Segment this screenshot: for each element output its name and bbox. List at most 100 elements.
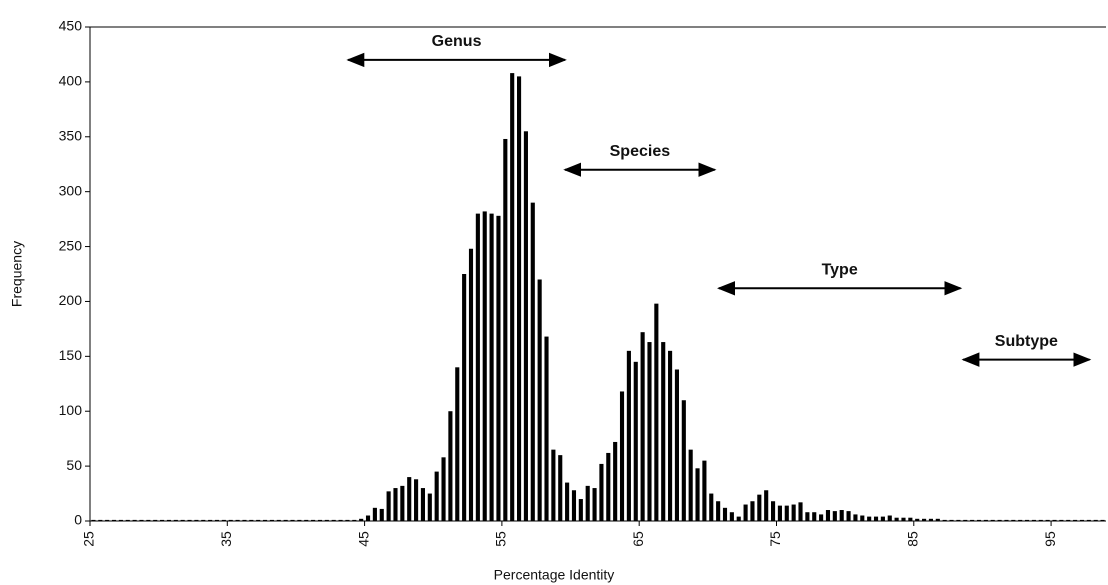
bar [887,515,892,521]
bar [359,518,364,521]
bar [111,519,117,521]
bar [1038,519,1043,521]
bar [386,491,391,521]
bar [626,350,631,521]
bar [544,336,549,521]
bar [585,485,590,521]
bar [633,361,638,521]
bar [716,501,721,521]
annotation-label: Species [610,143,671,160]
bar [510,73,515,522]
bar [777,505,782,521]
bar [427,493,432,521]
bar [578,499,583,521]
bar [1045,519,1050,521]
bar [819,514,824,521]
bar [674,369,680,521]
bar [894,517,899,521]
x-tick-label: 85 [904,531,920,547]
bar [784,505,789,521]
bar [619,391,625,521]
bar [160,519,165,521]
y-tick-label: 300 [59,182,83,198]
bar [1011,519,1016,521]
bar [709,493,714,521]
bar [599,463,604,521]
bar [105,519,110,521]
bar [153,519,158,521]
bar [290,519,295,521]
y-tick-label: 450 [59,18,83,34]
bar [365,515,371,521]
bar [352,519,357,521]
bar [214,519,220,521]
bar [551,449,556,521]
bar [1018,519,1023,521]
x-tick-label: 45 [355,531,371,547]
bar [297,519,302,521]
y-tick-label: 350 [59,127,83,143]
bar [91,519,96,521]
bar [860,515,865,521]
bar [283,519,288,521]
bar [743,504,748,521]
bar [420,488,426,521]
bar [1052,519,1057,521]
bar [98,519,103,521]
bar [825,510,831,521]
bar [654,303,659,521]
bar [537,279,542,521]
annotation-label: Type [822,261,858,278]
bar [606,452,611,521]
bar [928,518,934,521]
bar [873,516,879,521]
bar [736,516,741,521]
bar [901,517,906,521]
y-axis-label: Frequency [9,241,25,307]
bar [702,460,707,521]
bar [798,502,803,521]
bar [475,213,480,521]
bar [976,519,982,521]
bar [750,501,755,521]
bar [1073,519,1078,521]
bar [558,455,563,521]
bar [208,519,213,521]
bar [180,519,185,521]
bar [935,518,940,521]
y-tick-label: 150 [59,347,83,363]
bar [922,518,927,521]
bar [523,131,528,522]
bar [956,519,961,521]
bar [496,215,501,521]
x-tick-label: 65 [630,531,646,547]
bar [729,512,734,521]
x-tick-label: 35 [218,531,234,547]
bar [942,519,947,521]
bar [592,488,597,521]
bar [331,519,336,521]
bar [770,501,776,521]
bar [311,519,316,521]
bar [372,507,377,521]
y-tick-label: 50 [66,457,82,473]
bar [503,138,508,521]
bar [434,471,439,521]
bar [791,504,796,521]
bar [530,202,535,521]
bar [345,519,350,521]
bar [400,485,405,521]
x-tick-label: 75 [767,531,783,547]
bar [571,490,577,521]
bar [462,274,467,521]
bar [256,519,261,521]
bar [647,342,652,521]
bar [1024,519,1030,521]
bar [187,519,192,521]
y-tick-label: 100 [59,402,83,418]
bar [304,519,309,521]
bar [668,350,673,521]
bar [970,519,975,521]
bar [276,519,281,521]
bar [915,518,920,521]
